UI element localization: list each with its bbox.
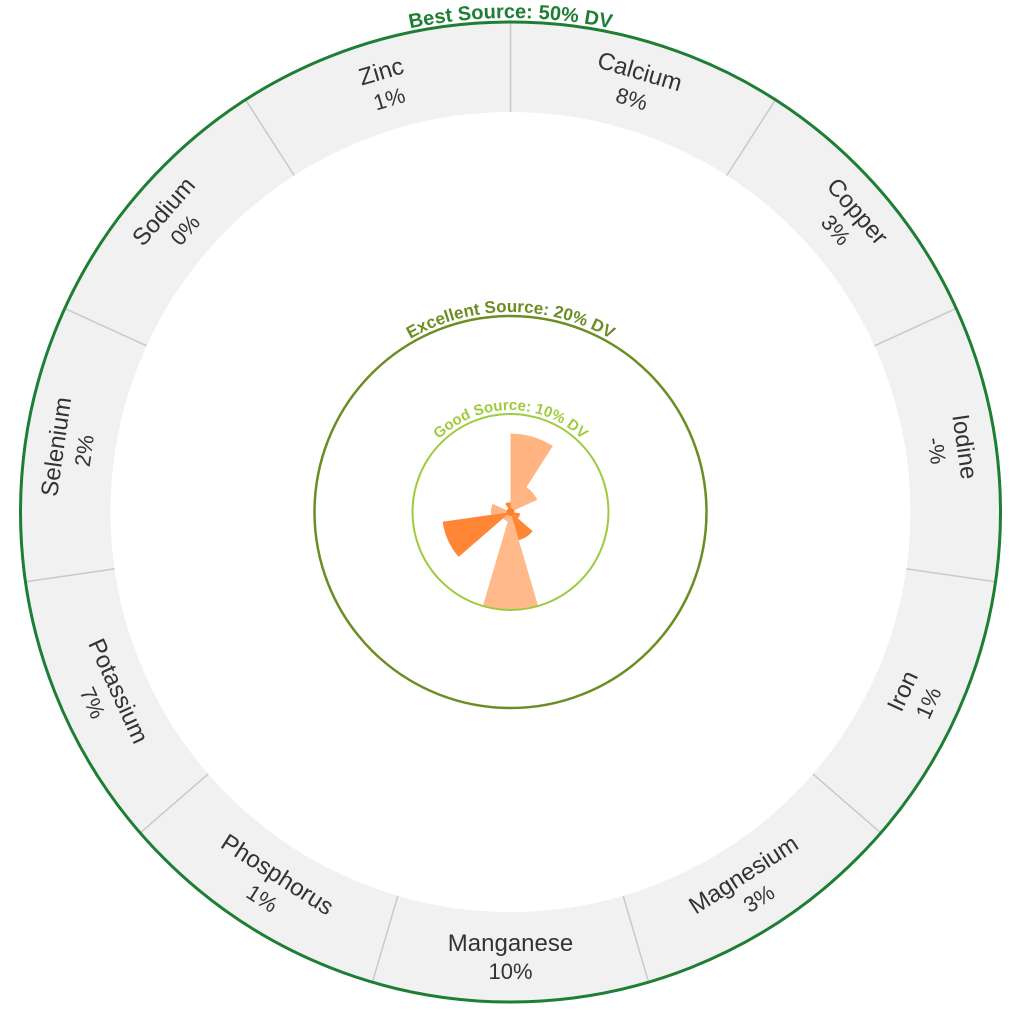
mineral-value: 10% — [488, 959, 532, 984]
mineral-value: 2% — [70, 433, 99, 468]
mineral-polar-chart: Calcium8%Copper3%Iodine-%Iron1%Magnesium… — [0, 0, 1021, 1024]
ring-label-excellent: Excellent Source: 20% DV — [403, 297, 618, 343]
mineral-name: Manganese — [448, 930, 573, 957]
mineral-value: -% — [922, 436, 951, 466]
center-dot — [507, 508, 515, 516]
